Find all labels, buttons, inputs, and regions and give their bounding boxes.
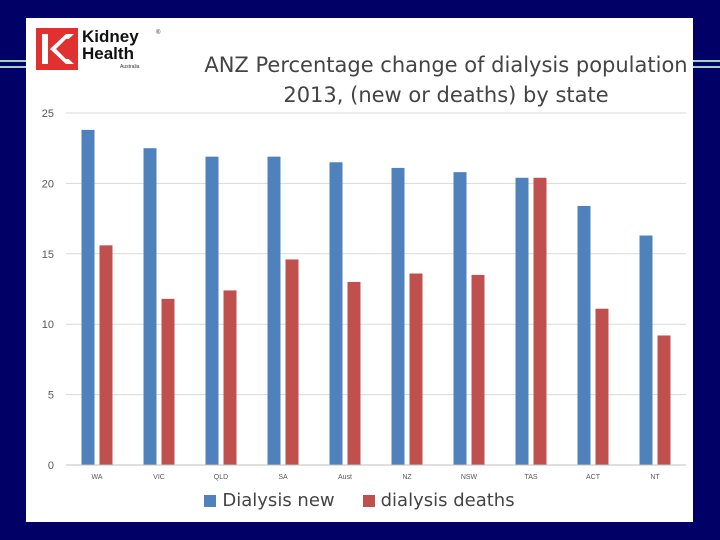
chart-legend: Dialysis new dialysis deaths bbox=[26, 490, 693, 511]
logo-wordmark: Kidney Health bbox=[82, 28, 139, 62]
legend-label-new: Dialysis new bbox=[222, 490, 335, 511]
frame-line-right-bottom bbox=[693, 66, 720, 68]
bar-deaths-act bbox=[595, 308, 609, 465]
legend-swatch-new bbox=[204, 494, 217, 507]
kidney-logo-icon bbox=[36, 28, 78, 70]
y-tick-label: 20 bbox=[42, 178, 54, 190]
logo-line1: Kidney bbox=[82, 27, 139, 46]
frame-line-left-top bbox=[0, 60, 26, 62]
y-tick-label: 10 bbox=[42, 319, 54, 331]
x-tick-label-tas: TAS bbox=[524, 474, 537, 481]
bar-deaths-aust bbox=[347, 281, 361, 465]
slide: Kidney Health ® Australia ANZ Percentage… bbox=[26, 18, 693, 522]
logo-registered: ® bbox=[156, 30, 161, 36]
y-tick-label: 5 bbox=[48, 390, 54, 402]
bar-deaths-tas bbox=[533, 177, 547, 465]
bar-deaths-qld bbox=[223, 290, 237, 465]
bar-chart: 0 5 10 15 20 25 WA VIC QLD SA Aust NZ NSW TAS ACT NT bbox=[42, 108, 686, 481]
x-tick-label-act: ACT bbox=[586, 474, 601, 481]
bar-new-nsw bbox=[453, 172, 467, 466]
bar-new-sa bbox=[267, 156, 281, 465]
bar-new-qld bbox=[205, 156, 219, 465]
x-tick-label-qld: QLD bbox=[214, 474, 228, 481]
logo-line2: Health bbox=[82, 44, 134, 63]
bar-new-aust bbox=[329, 162, 343, 465]
bar-new-vic bbox=[143, 148, 157, 465]
logo-subtitle: Australia bbox=[120, 64, 140, 70]
chart-title: ANZ Percentage change of dialysis popula… bbox=[176, 50, 716, 110]
legend-label-deaths: dialysis deaths bbox=[380, 490, 515, 511]
bar-deaths-vic bbox=[161, 298, 175, 465]
legend-item-new: Dialysis new bbox=[204, 490, 335, 511]
x-tick-label-nz: NZ bbox=[402, 474, 412, 481]
bar-new-nt bbox=[639, 235, 653, 465]
bar-new-act bbox=[577, 205, 591, 466]
bar-deaths-nz bbox=[409, 273, 423, 465]
legend-swatch-deaths bbox=[362, 494, 375, 507]
bar-deaths-nt bbox=[657, 335, 671, 465]
y-tick-label: 25 bbox=[42, 108, 54, 120]
bar-new-tas bbox=[515, 177, 529, 465]
x-tick-label-vic: VIC bbox=[153, 474, 165, 481]
chart-title-line1: ANZ Percentage change of dialysis popula… bbox=[204, 53, 688, 77]
y-tick-label: 15 bbox=[42, 249, 54, 261]
legend-item-deaths: dialysis deaths bbox=[362, 490, 515, 511]
bar-deaths-wa bbox=[99, 245, 113, 465]
x-tick-label-wa: WA bbox=[91, 474, 102, 481]
x-tick-label-aust: Aust bbox=[338, 474, 352, 481]
x-tick-label-sa: SA bbox=[278, 474, 288, 481]
y-tick-label: 0 bbox=[48, 460, 54, 472]
bar-new-wa bbox=[81, 129, 95, 465]
frame-line-right-top bbox=[693, 60, 720, 62]
kidney-health-logo: Kidney Health ® Australia bbox=[36, 28, 160, 74]
bar-new-nz bbox=[391, 167, 405, 466]
chart-title-line2: 2013, (new or deaths) by state bbox=[283, 83, 609, 107]
bar-deaths-nsw bbox=[471, 274, 485, 465]
frame-line-left-bottom bbox=[0, 66, 26, 68]
x-tick-label-nt: NT bbox=[650, 474, 660, 481]
bar-deaths-sa bbox=[285, 259, 299, 465]
x-tick-label-nsw: NSW bbox=[461, 474, 478, 481]
